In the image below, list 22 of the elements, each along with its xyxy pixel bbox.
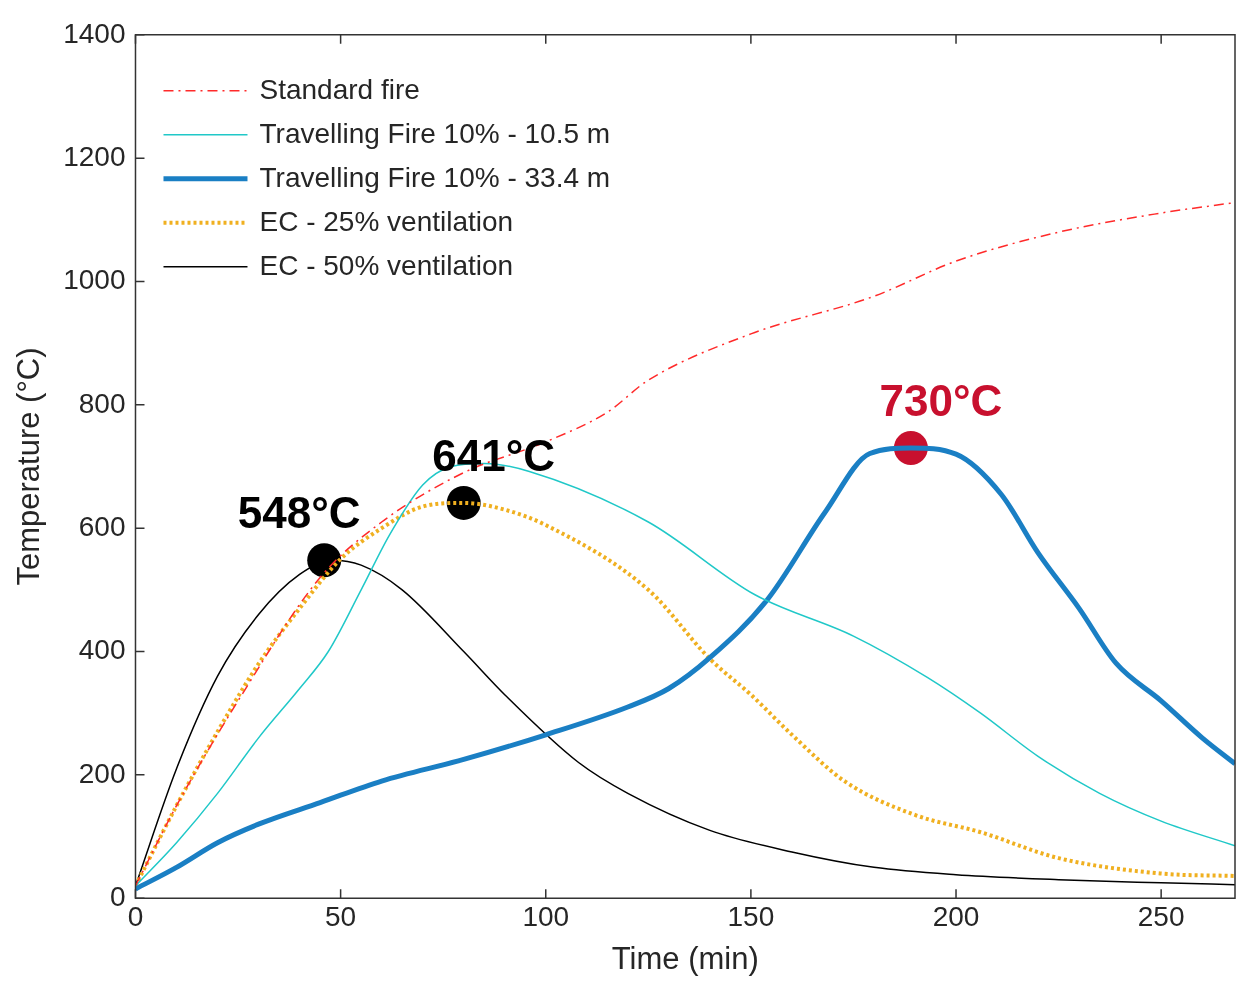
y-tick-label: 200 bbox=[78, 757, 126, 789]
annotation: 730°C bbox=[879, 376, 1003, 426]
legend-label: Travelling Fire 10% - 10.5 m bbox=[259, 117, 611, 149]
legend-label: Travelling Fire 10% - 33.4 m bbox=[259, 161, 611, 193]
y-tick-label: 400 bbox=[78, 634, 126, 666]
y-axis-title: Temperature (°C) bbox=[11, 347, 47, 586]
x-tick-label: 150 bbox=[727, 900, 775, 932]
y-tick-label: 1400 bbox=[63, 17, 126, 49]
y-tick-label: 800 bbox=[78, 387, 126, 419]
y-tick-label: 1000 bbox=[63, 264, 126, 296]
y-tick-label: 600 bbox=[78, 510, 126, 542]
legend-label: EC - 50% ventilation bbox=[259, 249, 514, 281]
y-tick-label: 0 bbox=[109, 880, 126, 912]
legend-label: EC - 25% ventilation bbox=[259, 205, 514, 237]
annotation: 548°C bbox=[237, 488, 361, 538]
x-tick-label: 250 bbox=[1137, 900, 1185, 932]
x-tick-label: 200 bbox=[932, 900, 980, 932]
x-tick-label: 50 bbox=[325, 900, 357, 932]
x-axis-title: Time (min) bbox=[611, 940, 759, 976]
x-tick-label: 100 bbox=[522, 900, 570, 932]
legend-label: Standard fire bbox=[259, 73, 420, 105]
y-tick-label: 1200 bbox=[63, 140, 126, 172]
